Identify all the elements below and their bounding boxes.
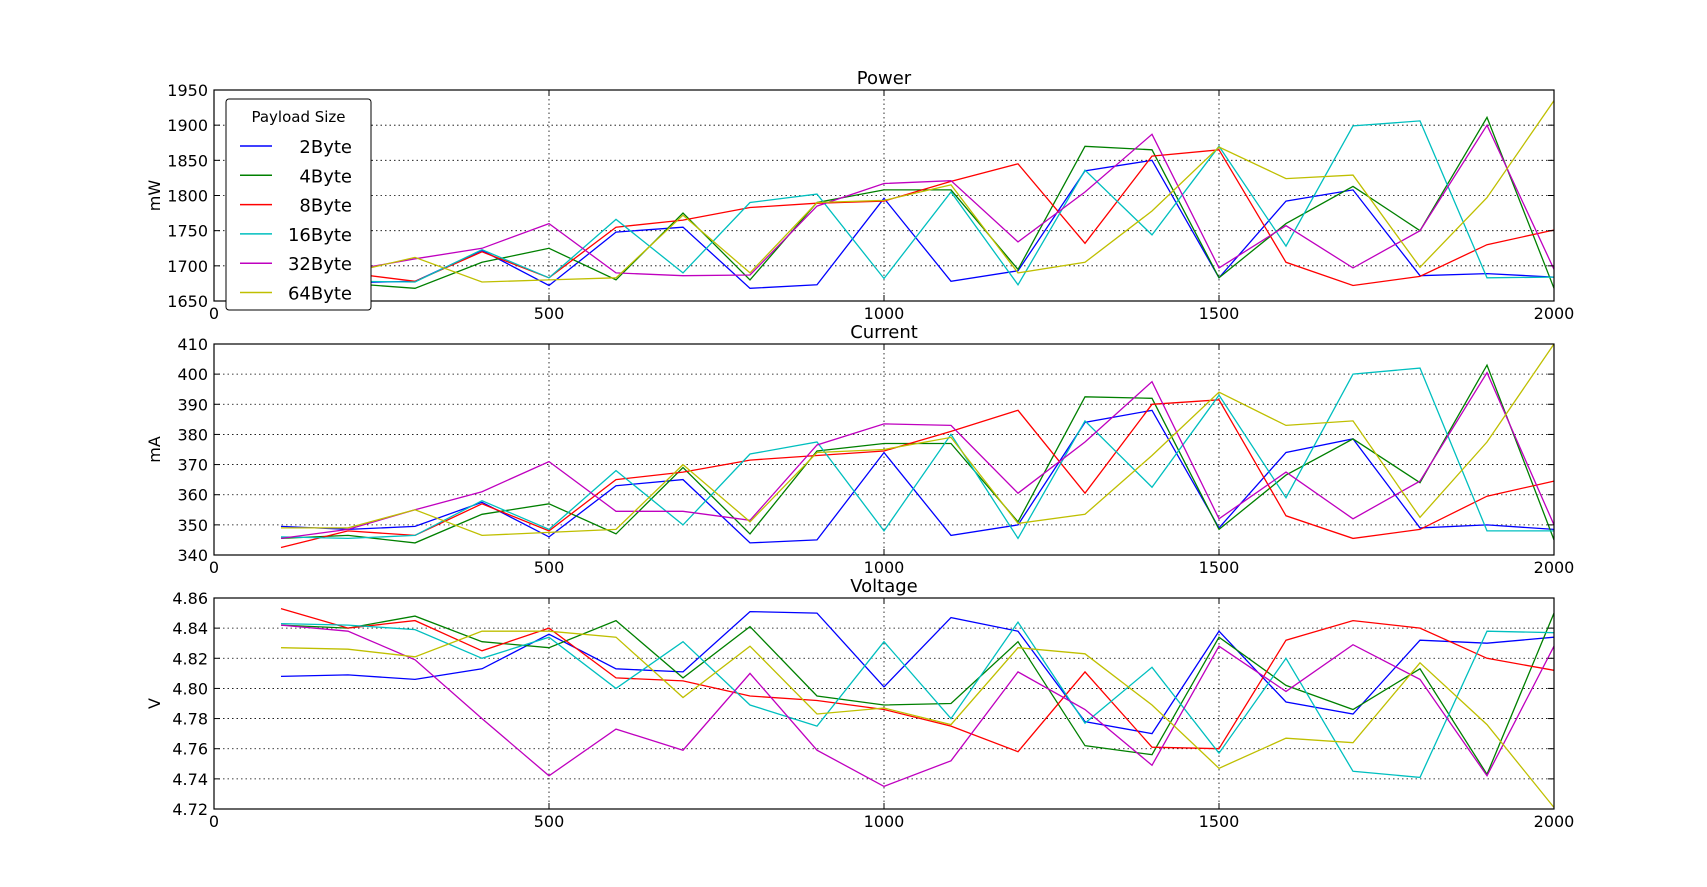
chart-title: Voltage — [850, 576, 918, 597]
y-tick-label: 4.72 — [172, 800, 208, 819]
y-tick-label: 4.82 — [172, 649, 208, 668]
y-tick-label: 1850 — [167, 151, 208, 170]
series-line-64Byte — [281, 343, 1555, 537]
x-tick-label: 2000 — [1534, 558, 1575, 577]
y-tick-label: 1800 — [167, 187, 208, 206]
x-tick-label: 1500 — [1199, 304, 1240, 323]
y-tick-label: 340 — [177, 546, 208, 565]
x-tick-label: 2000 — [1534, 304, 1575, 323]
y-tick-label: 1950 — [167, 81, 208, 100]
legend-label-16Byte: 16Byte — [288, 225, 352, 246]
series-line-2Byte — [280, 610, 1555, 735]
y-tick-label: 380 — [177, 425, 208, 444]
series-line-64Byte — [280, 630, 1555, 808]
legend-label-4Byte: 4Byte — [299, 166, 352, 187]
y-tick-label: 370 — [177, 456, 208, 475]
y-axis-label: V — [145, 698, 164, 709]
x-tick-label: 0 — [209, 304, 219, 323]
y-tick-label: 410 — [177, 335, 208, 354]
series-line-16Byte — [280, 620, 1555, 779]
y-tick-label: 4.74 — [172, 770, 208, 789]
x-tick-label: 500 — [534, 304, 565, 323]
legend-label-8Byte: 8Byte — [299, 196, 352, 217]
subplot-power: 0 500 1000 1500 2000 1650 1700 1750 1800 1850 1900… — [145, 68, 1574, 323]
legend-label-2Byte: 2Byte — [299, 137, 352, 158]
y-tick-label: 390 — [177, 395, 208, 414]
subplot-voltage: 0 500 1000 1500 2000 4.72 4.74 4.76 4.78 4.80 4.82… — [145, 576, 1574, 831]
y-tick-label: 4.84 — [172, 619, 208, 638]
x-tick-label: 0 — [209, 558, 219, 577]
series-line-8Byte — [280, 607, 1555, 753]
y-axis-label: mA — [145, 436, 164, 463]
series-line-8Byte — [280, 399, 1555, 549]
y-tick-label: 350 — [177, 516, 208, 535]
y-tick-label: 1750 — [167, 222, 208, 241]
series-line-16Byte — [280, 367, 1554, 540]
x-tick-label: 1500 — [1199, 812, 1240, 831]
x-tick-label: 1500 — [1199, 558, 1240, 577]
x-tick-label: 0 — [209, 812, 219, 831]
y-tick-label: 4.76 — [172, 740, 208, 759]
chart-title: Current — [850, 322, 918, 343]
legend-title: Payload Size — [251, 108, 345, 126]
series-line-4Byte — [280, 115, 1555, 289]
x-tick-label: 500 — [534, 558, 565, 577]
legend-label-32Byte: 32Byte — [288, 254, 352, 275]
y-tick-label: 4.80 — [172, 679, 208, 698]
series-line-4Byte — [280, 612, 1555, 776]
series-line-32Byte — [280, 371, 1555, 540]
y-tick-label: 400 — [177, 365, 208, 384]
y-tick-label: 4.86 — [172, 589, 208, 608]
x-tick-label: 1000 — [864, 558, 905, 577]
legend-label-64Byte: 64Byte — [288, 284, 352, 305]
series-line-32Byte — [280, 624, 1555, 788]
y-tick-label: 360 — [177, 486, 208, 505]
subplot-current: 0 500 1000 1500 2000 340 350 360 370 380 390 400 410… — [145, 322, 1574, 577]
legend-box — [225, 98, 372, 311]
y-tick-label: 1650 — [167, 292, 208, 311]
y-axis-label: mW — [145, 180, 164, 212]
y-tick-label: 4.78 — [172, 710, 208, 729]
x-tick-label: 500 — [534, 812, 565, 831]
x-tick-label: 2000 — [1534, 812, 1575, 831]
chart-title: Power — [857, 68, 912, 89]
series-line-64Byte — [280, 100, 1555, 283]
y-tick-label: 1700 — [167, 257, 208, 276]
series-line-8Byte — [280, 149, 1555, 287]
legend: Payload Size 2Byte 4Byte 8Byte 16Byte 32Byte 6… — [225, 98, 372, 311]
x-tick-label: 1000 — [864, 304, 905, 323]
series-line-32Byte — [280, 123, 1555, 278]
y-tick-label: 1900 — [167, 116, 208, 135]
series-line-16Byte — [280, 120, 1555, 286]
x-tick-label: 1000 — [864, 812, 905, 831]
